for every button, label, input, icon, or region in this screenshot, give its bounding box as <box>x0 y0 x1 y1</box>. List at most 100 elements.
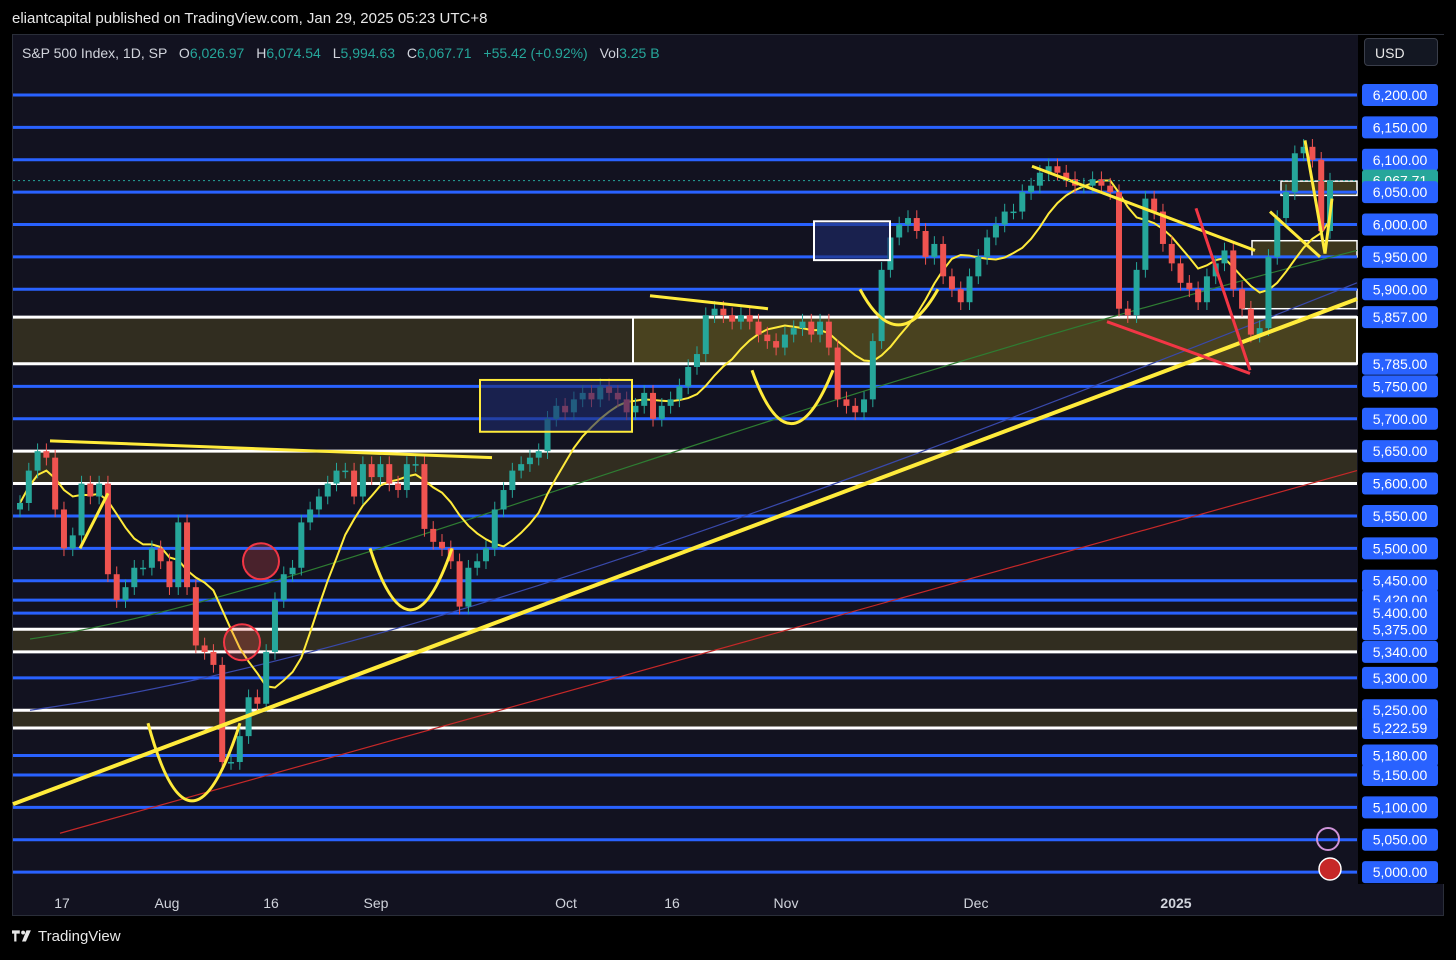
currency-button[interactable]: USD <box>1364 38 1438 66</box>
high-value: 6,074.54 <box>266 45 321 61</box>
candle-body <box>843 399 850 406</box>
price-tag-label: 6,200.00 <box>1373 87 1428 103</box>
support-zone <box>13 710 1357 728</box>
low-value: 5,994.63 <box>340 45 396 61</box>
price-tag <box>1362 375 1438 398</box>
candle-body <box>421 464 428 529</box>
price-tag-label: 6,150.00 <box>1373 119 1428 135</box>
candle-body <box>1151 198 1158 212</box>
candle-body <box>1019 192 1026 212</box>
flag-line <box>78 492 110 550</box>
candle-body <box>104 483 111 575</box>
candle-body <box>676 386 683 400</box>
range-box-nov <box>813 220 891 262</box>
candle-body <box>34 451 41 471</box>
candle-body <box>148 548 155 568</box>
price-tag <box>1362 213 1438 236</box>
candle-body <box>60 509 67 549</box>
candle-body <box>201 645 208 652</box>
price-tag-label: 5,600.00 <box>1373 476 1428 492</box>
price-tag-label: 5,785.00 <box>1373 356 1428 372</box>
candle-body <box>1309 146 1316 160</box>
us-flag-icon <box>1318 857 1342 881</box>
candle-body <box>992 224 999 238</box>
time-tick-label: Aug <box>155 895 180 911</box>
candle-body <box>1089 179 1096 186</box>
candle-body <box>395 483 402 491</box>
candle-body <box>439 541 446 549</box>
cup-curve-oct <box>750 369 835 426</box>
price-tag <box>1362 861 1438 884</box>
alert-icon <box>1316 827 1340 851</box>
candle-body <box>641 392 648 406</box>
candle-body <box>896 224 903 238</box>
candle-body <box>852 405 859 413</box>
candle-body <box>658 405 665 419</box>
price-tag <box>1362 407 1438 430</box>
close-key: C <box>406 45 418 61</box>
candle-body <box>1195 289 1202 303</box>
price-tag <box>1362 640 1438 663</box>
uptrend-line <box>12 297 1358 806</box>
candle-body <box>482 548 489 562</box>
candle-body <box>122 587 129 601</box>
symbol-title[interactable]: S&P 500 Index, 1D, SP <box>22 45 168 61</box>
candle-body <box>430 528 437 542</box>
candle-body <box>228 762 235 764</box>
time-tick-label: 2025 <box>1160 895 1191 911</box>
candle-body <box>1001 211 1008 225</box>
candle-body <box>693 354 700 367</box>
candle-body <box>96 483 103 497</box>
price-tag-label: 5,450.00 <box>1373 573 1428 589</box>
candle-body <box>69 535 76 549</box>
candle-body <box>25 470 32 503</box>
candle-body <box>729 315 736 322</box>
price-tag <box>1362 472 1438 495</box>
candle-body <box>526 457 533 465</box>
candle-body <box>184 522 191 588</box>
price-tag <box>1362 828 1438 851</box>
price-tag-label: 6,050.00 <box>1373 184 1428 200</box>
price-tag-label: 5,050.00 <box>1373 832 1428 848</box>
candle-body <box>1115 192 1122 309</box>
candle-body <box>1274 218 1281 257</box>
price-tag-label: 5,700.00 <box>1373 411 1428 427</box>
time-axis <box>13 884 1357 914</box>
candle-body <box>984 237 991 257</box>
price-tag-label: 5,340.00 <box>1373 644 1428 660</box>
brand-name: TradingView <box>38 928 121 945</box>
price-tag <box>1362 699 1438 722</box>
candle-body <box>307 509 314 523</box>
candle-body <box>878 269 885 342</box>
time-tick-label: Oct <box>555 895 577 911</box>
price-tag-label: 5,900.00 <box>1373 281 1428 297</box>
time-tick-label: 17 <box>54 895 70 911</box>
candle-body <box>271 600 278 652</box>
volume-value: 3.25 B <box>619 45 660 61</box>
price-tag-label: 5,000.00 <box>1373 864 1428 880</box>
gap-marker <box>242 542 280 581</box>
candle-body <box>17 502 23 510</box>
candle-body <box>87 483 94 497</box>
candle-body <box>1054 166 1061 173</box>
gap-marker <box>223 623 261 662</box>
candle-body <box>869 341 876 400</box>
resistance-trendline <box>49 439 493 460</box>
candle-body <box>1177 263 1184 283</box>
candle-body <box>1045 166 1052 173</box>
candle-body <box>781 334 788 348</box>
ohlc-legend: S&P 500 Index, 1D, SP O6,026.97 H6,074.5… <box>22 45 660 61</box>
top-trendline <box>649 294 769 311</box>
support-zone <box>13 451 1357 484</box>
candle-body <box>315 496 322 510</box>
candle-body <box>351 470 358 497</box>
price-tag <box>1362 744 1438 767</box>
price-tag-label: 5,550.00 <box>1373 508 1428 524</box>
candle-body <box>773 341 780 348</box>
price-tag-label: 5,100.00 <box>1373 799 1428 815</box>
time-tick-label: 16 <box>664 895 680 911</box>
candle-body <box>790 328 797 335</box>
candle-body <box>755 321 762 335</box>
candle-body <box>263 651 270 704</box>
